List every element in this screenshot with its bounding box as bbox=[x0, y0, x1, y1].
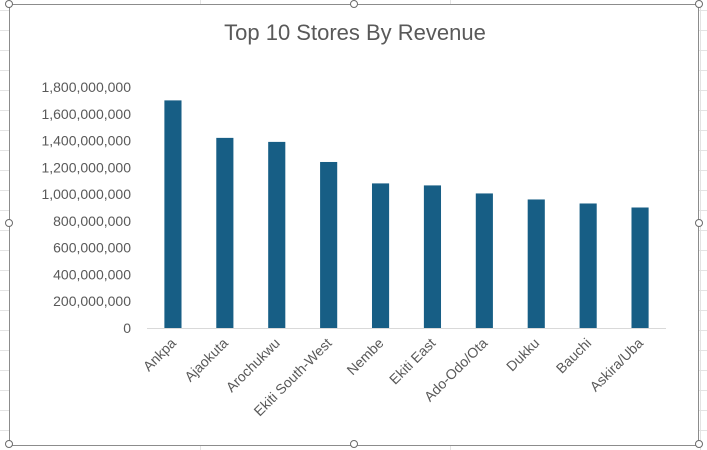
resize-handle-middle-left[interactable] bbox=[5, 219, 13, 227]
y-axis-labels: 0 200,000,000 400,000,000 600,000,000 800,00… bbox=[41, 79, 131, 336]
x-tick-label: Ankpa bbox=[140, 335, 180, 375]
x-tick-label: Dukku bbox=[503, 335, 542, 374]
x-tick-label: Bauchi bbox=[553, 335, 595, 377]
chart-title: Top 10 Stores By Revenue bbox=[224, 20, 486, 45]
y-tick-label: 800,000,000 bbox=[53, 213, 131, 229]
x-tick-label: Ajaokuta bbox=[181, 335, 231, 385]
y-tick-label: 400,000,000 bbox=[53, 266, 131, 282]
resize-handle-middle-right[interactable] bbox=[695, 219, 703, 227]
resize-handle-bottom-left[interactable] bbox=[5, 440, 13, 448]
resize-handle-top-right[interactable] bbox=[695, 0, 703, 8]
bar-askira-uba[interactable] bbox=[631, 207, 649, 329]
bar-arochukwu[interactable] bbox=[268, 141, 286, 328]
resize-handle-bottom-center[interactable] bbox=[350, 440, 358, 448]
y-tick-label: 1,600,000,000 bbox=[41, 106, 131, 122]
bar-ado-odo-ota[interactable] bbox=[475, 193, 493, 328]
x-tick-label: Nembe bbox=[343, 335, 386, 378]
resize-handle-top-center[interactable] bbox=[350, 0, 358, 8]
y-tick-label: 1,800,000,000 bbox=[41, 79, 131, 95]
y-tick-label: 1,000,000,000 bbox=[41, 186, 131, 202]
y-tick-label: 200,000,000 bbox=[53, 293, 131, 309]
bar-bauchi[interactable] bbox=[579, 203, 597, 328]
bar-ankpa[interactable] bbox=[164, 100, 182, 328]
x-tick-label: Ekiti East bbox=[386, 335, 439, 388]
x-tick-label: Askira/Uba bbox=[586, 335, 646, 395]
bar-nembe[interactable] bbox=[371, 183, 390, 328]
bar-ajaokuta[interactable] bbox=[216, 137, 234, 328]
bar-ekiti-south-west[interactable] bbox=[320, 161, 338, 328]
y-tick-label: 1,400,000,000 bbox=[41, 133, 131, 149]
resize-handle-bottom-right[interactable] bbox=[695, 440, 703, 448]
bar-dukku[interactable] bbox=[527, 199, 545, 328]
chart-svg: Top 10 Stores By Revenue 0 200,000,000 400… bbox=[41, 20, 666, 419]
chart-frame[interactable]: Top 10 Stores By Revenue 0 200,000,000 400… bbox=[9, 4, 699, 446]
bar-ekiti-east[interactable] bbox=[423, 185, 442, 328]
bars bbox=[164, 100, 649, 329]
y-tick-label: 0 bbox=[123, 320, 131, 336]
y-tick-label: 1,200,000,000 bbox=[41, 159, 131, 175]
resize-handle-top-left[interactable] bbox=[5, 0, 13, 8]
y-tick-label: 600,000,000 bbox=[53, 240, 131, 256]
